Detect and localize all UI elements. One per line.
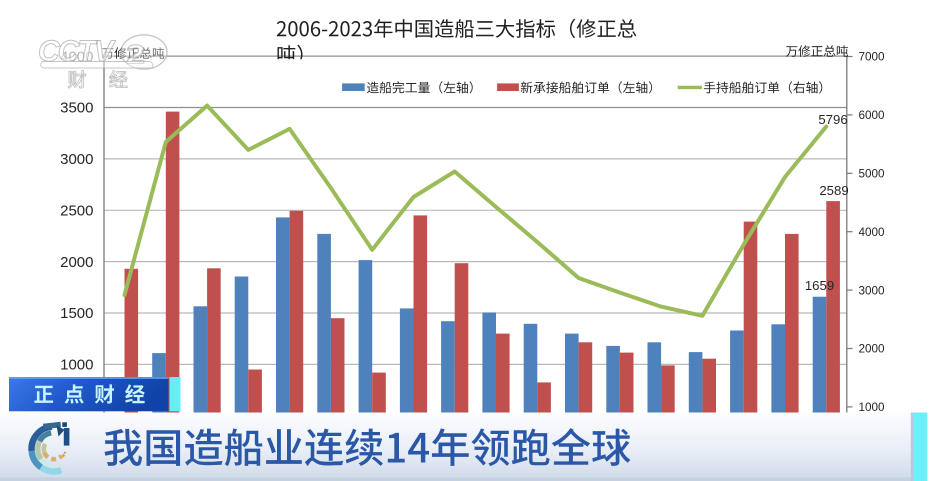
svg-text:1000: 1000 <box>859 401 886 414</box>
svg-text:3000: 3000 <box>60 151 93 168</box>
svg-text:2000: 2000 <box>859 343 886 356</box>
svg-text:1000: 1000 <box>60 357 93 374</box>
svg-text:1659: 1659 <box>805 278 834 293</box>
svg-text:3000: 3000 <box>859 284 886 297</box>
svg-text:2000: 2000 <box>60 254 93 271</box>
svg-text:2: 2 <box>126 39 145 69</box>
svg-text:5796: 5796 <box>818 112 847 127</box>
svg-text:CCTV: CCTV <box>38 35 117 68</box>
svg-text:5000: 5000 <box>859 168 886 181</box>
svg-text:2589: 2589 <box>819 183 848 198</box>
svg-text:1500: 1500 <box>60 305 93 322</box>
svg-text:6000: 6000 <box>859 109 886 122</box>
svg-text:7000: 7000 <box>859 51 886 64</box>
svg-text:4000: 4000 <box>859 226 886 239</box>
svg-text:3500: 3500 <box>60 100 93 117</box>
svg-text:2500: 2500 <box>60 203 93 220</box>
